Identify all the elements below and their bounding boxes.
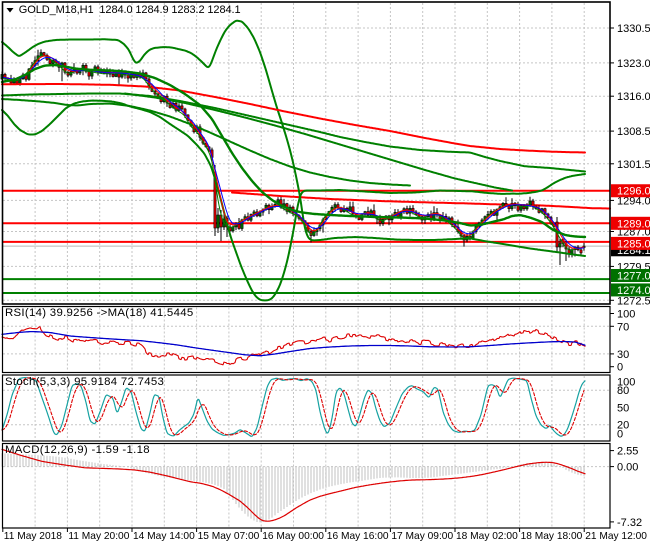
- svg-text:16 May 00:00: 16 May 00:00: [262, 531, 324, 542]
- svg-text:11 May 20:00: 11 May 20:00: [68, 531, 129, 542]
- svg-text:50: 50: [617, 402, 629, 414]
- svg-text:21 May 12:00: 21 May 12:00: [585, 531, 647, 542]
- svg-text:1284.1: 1284.1: [617, 245, 650, 257]
- svg-text:1301.5: 1301.5: [617, 159, 650, 171]
- svg-text:18 May 18:00: 18 May 18:00: [521, 531, 583, 542]
- svg-text:0: 0: [617, 428, 623, 440]
- svg-text:100: 100: [617, 377, 635, 389]
- svg-text:RSI(14) 39.9256 ->MA(18) 41.5: RSI(14) 39.9256 ->MA(18) 41.5445: [5, 307, 193, 319]
- svg-text:18 May 02:00: 18 May 02:00: [456, 531, 518, 542]
- svg-text:Stoch(5,3,3) 95.9184 72.7453: Stoch(5,3,3) 95.9184 72.7453: [5, 376, 164, 388]
- svg-text:MACD(12,26,9) -1.59 -1.18: MACD(12,26,9) -1.59 -1.18: [5, 444, 150, 456]
- svg-text:0.00: 0.00: [617, 462, 638, 474]
- svg-text:1330.5: 1330.5: [617, 23, 650, 35]
- svg-text:1272.5: 1272.5: [617, 295, 650, 307]
- svg-text:30: 30: [617, 349, 629, 361]
- svg-text:16 May 16:00: 16 May 16:00: [327, 531, 389, 542]
- svg-text:1277.0: 1277.0: [617, 270, 650, 282]
- svg-text:20: 20: [617, 420, 629, 432]
- svg-text:1316.0: 1316.0: [617, 91, 650, 103]
- svg-text:1308.5: 1308.5: [617, 126, 650, 138]
- svg-text:0: 0: [617, 362, 623, 374]
- svg-text:GOLD_M18,H1 1284.0 1284.9 128: GOLD_M18,H1 1284.0 1284.9 1283.2 1284.1: [19, 4, 241, 16]
- svg-text:11 May 2018: 11 May 2018: [4, 531, 62, 542]
- svg-text:15 May 07:00: 15 May 07:00: [198, 531, 260, 542]
- svg-text:-7.32: -7.32: [617, 517, 642, 529]
- svg-text:17 May 09:00: 17 May 09:00: [391, 531, 453, 542]
- svg-text:1285.0: 1285.0: [617, 238, 650, 250]
- svg-text:1323.0: 1323.0: [617, 58, 650, 70]
- svg-text:1274.0: 1274.0: [617, 285, 650, 297]
- svg-text:80: 80: [617, 385, 629, 397]
- svg-text:1296.0: 1296.0: [617, 186, 650, 198]
- svg-text:1289.0: 1289.0: [617, 218, 650, 230]
- svg-text:1294.0: 1294.0: [617, 195, 650, 207]
- svg-text:14 May 14:00: 14 May 14:00: [133, 531, 195, 542]
- svg-text:100: 100: [617, 309, 635, 321]
- svg-text:2.55: 2.55: [617, 446, 638, 458]
- svg-text:70: 70: [617, 321, 629, 333]
